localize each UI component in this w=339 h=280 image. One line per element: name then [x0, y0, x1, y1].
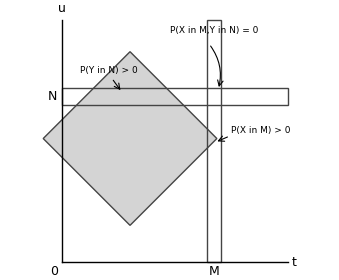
Text: t: t: [292, 256, 297, 269]
Bar: [207, 20, 221, 262]
Bar: [62, 88, 288, 105]
Polygon shape: [43, 52, 217, 225]
Text: P(Y in N) > 0: P(Y in N) > 0: [80, 66, 138, 74]
Text: P(X in M) > 0: P(X in M) > 0: [231, 126, 291, 135]
Text: u: u: [58, 2, 65, 15]
Text: P(X in M,Y in N) = 0: P(X in M,Y in N) = 0: [170, 26, 258, 35]
Text: M: M: [209, 265, 220, 278]
Text: 0: 0: [50, 265, 58, 278]
Text: N: N: [48, 90, 57, 103]
